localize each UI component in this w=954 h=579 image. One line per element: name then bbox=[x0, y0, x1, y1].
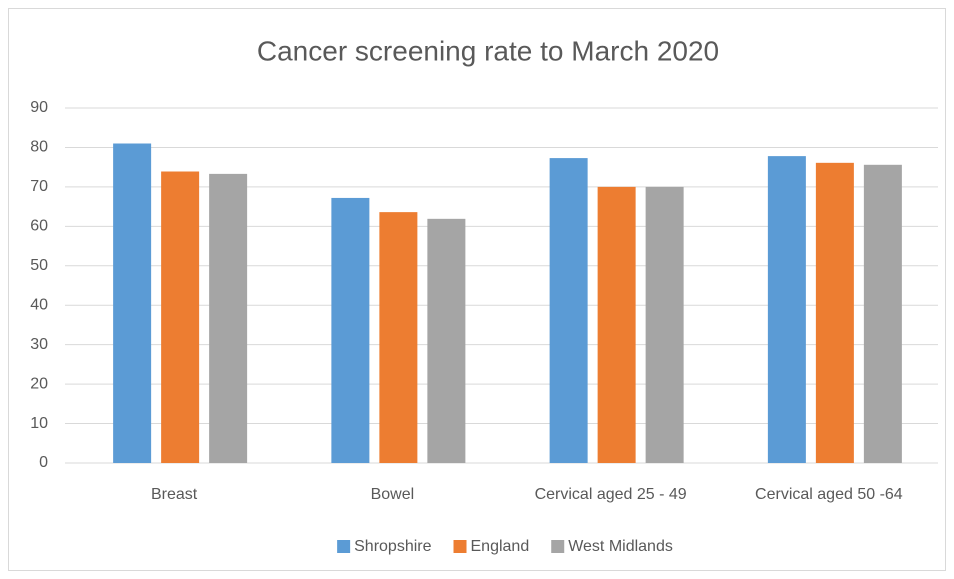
x-tick-label: Breast bbox=[151, 486, 198, 503]
y-tick-label: 70 bbox=[30, 178, 48, 195]
bar bbox=[767, 156, 806, 463]
y-tick-label: 40 bbox=[30, 296, 48, 313]
bar bbox=[209, 173, 248, 463]
y-tick-label: 10 bbox=[30, 415, 48, 432]
x-tick-label: Cervical aged 25 - 49 bbox=[535, 486, 687, 503]
chart-title: Cancer screening rate to March 2020 bbox=[257, 35, 719, 66]
legend-swatch bbox=[337, 540, 351, 553]
legend-label: West Midlands bbox=[568, 538, 673, 555]
bar bbox=[427, 218, 466, 463]
x-tick-label: Cervical aged 50 -64 bbox=[755, 486, 903, 503]
legend-swatch bbox=[551, 540, 565, 553]
legend-label: Shropshire bbox=[354, 538, 431, 555]
legend-swatch bbox=[453, 540, 467, 553]
y-tick-label: 20 bbox=[30, 375, 48, 392]
bar bbox=[379, 212, 418, 463]
bar bbox=[549, 158, 588, 463]
x-tick-label: Bowel bbox=[371, 486, 415, 503]
legend-label: England bbox=[471, 538, 530, 555]
bar bbox=[161, 171, 200, 463]
bar bbox=[815, 162, 854, 464]
y-tick-label: 30 bbox=[30, 336, 48, 353]
bar bbox=[113, 143, 152, 463]
y-tick-label: 60 bbox=[30, 218, 48, 235]
bar bbox=[863, 164, 902, 464]
y-tick-label: 50 bbox=[30, 257, 48, 274]
y-tick-label: 80 bbox=[30, 139, 48, 156]
bar bbox=[331, 197, 370, 463]
bar bbox=[645, 186, 684, 463]
y-tick-label: 0 bbox=[39, 454, 48, 471]
bar bbox=[597, 186, 636, 463]
y-tick-label: 90 bbox=[30, 99, 48, 116]
